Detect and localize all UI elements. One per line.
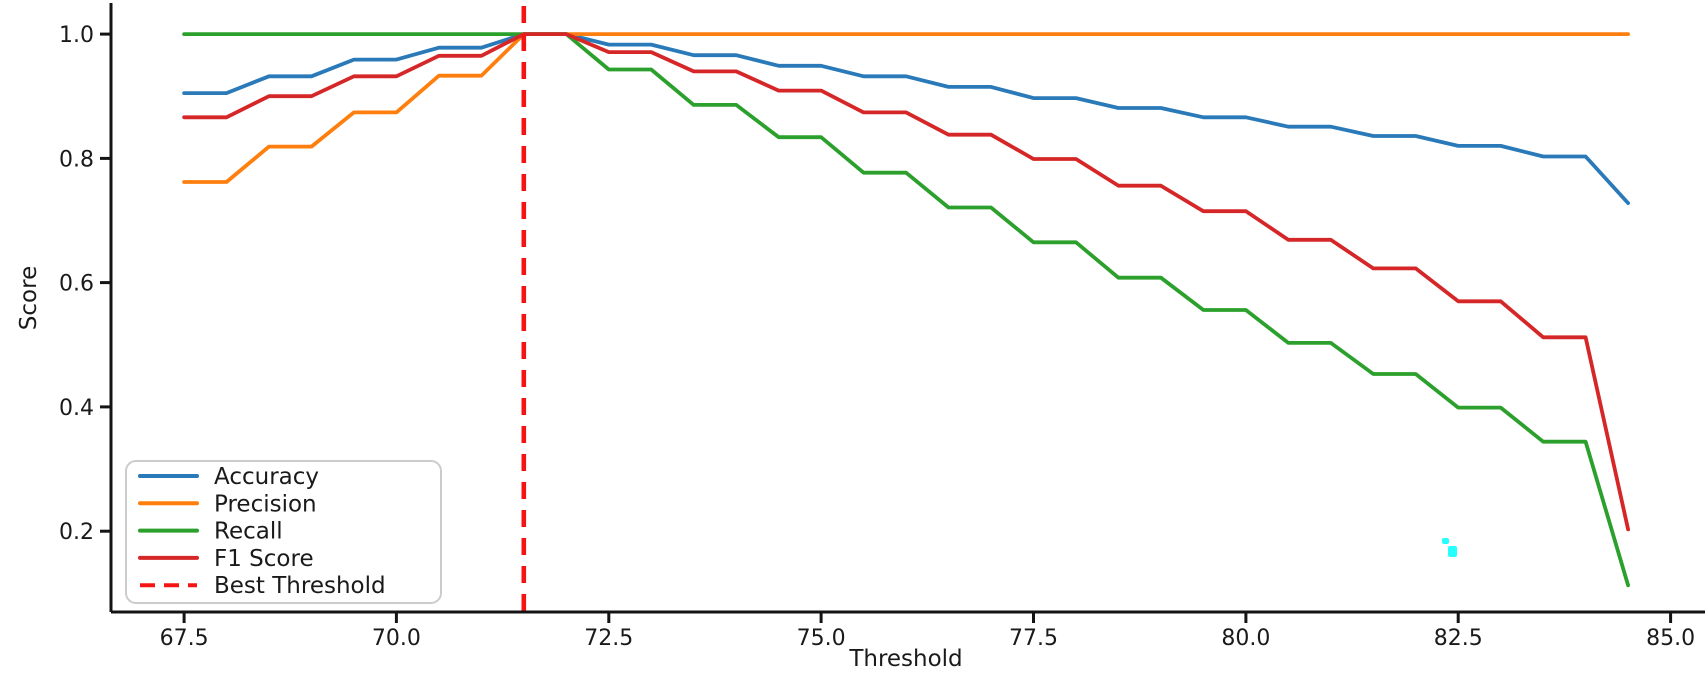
x-tick-label: 70.0 (372, 626, 421, 651)
legend-item: Recall (138, 519, 283, 545)
legend-item: Best Threshold (140, 573, 386, 599)
legend-label: F1 Score (214, 546, 314, 572)
y-tick-label: 1.0 (59, 23, 94, 48)
series-accuracy-line (182, 32, 1630, 206)
x-tick-label: 77.5 (1009, 626, 1058, 651)
series-group (182, 32, 1630, 588)
x-axis-label: Threshold (848, 646, 962, 672)
series-precision-line (182, 32, 1630, 184)
axes-spines (109, 3, 1705, 614)
x-tick-label: 80.0 (1221, 626, 1270, 651)
y-tick-label: 0.2 (59, 520, 94, 545)
legend-label: Precision (214, 491, 317, 517)
series-f1-score-line (182, 32, 1630, 532)
ticks-group: 67.5 70.0 72.5 75.0 77.5 80.0 82.5 85.0 1.0 0.8 0.… (59, 23, 1695, 651)
x-tick-label: 72.5 (584, 626, 633, 651)
series-recall-line (182, 32, 1630, 588)
y-axis-label: Score (16, 266, 42, 330)
y-tick-label: 0.4 (59, 396, 94, 421)
legend-label: Recall (214, 519, 283, 545)
y-tick-label: 0.8 (59, 147, 94, 172)
legend-box (125, 460, 442, 604)
artifact-speck (1448, 546, 1457, 557)
legend-item: Precision (138, 491, 317, 517)
x-tick-label: 82.5 (1434, 626, 1483, 651)
y-tick-label: 0.6 (59, 272, 94, 297)
legend-label: Best Threshold (214, 573, 386, 599)
artifact-speck (1442, 538, 1449, 544)
legend-label: Accuracy (214, 464, 319, 490)
x-tick-label: 67.5 (160, 626, 209, 651)
compression-artifact (1442, 538, 1457, 557)
x-tick-label: 75.0 (797, 626, 846, 651)
x-tick-label: 85.0 (1646, 626, 1695, 651)
legend-item: F1 Score (138, 546, 314, 572)
legend-item: Accuracy (138, 464, 319, 490)
